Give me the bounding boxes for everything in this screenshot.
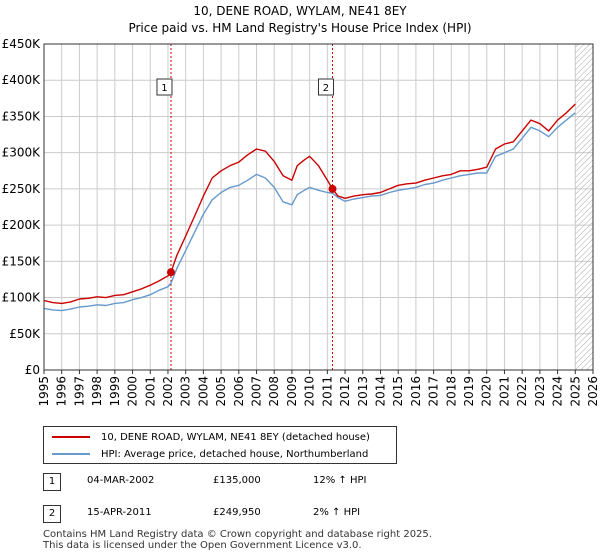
y-tick-label: £100K [2,291,42,305]
x-tick-label: 2004 [196,376,210,407]
legend-item-property: 10, DENE ROAD, WYLAM, NE41 8EY (detached… [52,429,370,445]
footer-line: This data is licensed under the Open Gov… [43,540,362,551]
y-tick-label: £50K [9,327,41,341]
y-tick-label: £0 [25,363,40,377]
x-tick-label: 2019 [462,376,476,407]
annotation-date: 15-APR-2011 [87,507,152,518]
x-tick-label: 2000 [126,376,140,407]
sale-marker-label: 2 [323,83,329,94]
y-tick-label: £200K [2,218,42,232]
legend-item-hpi: HPI: Average price, detached house, Nort… [52,446,368,462]
x-tick-label: 2015 [391,376,405,407]
x-tick-label: 2021 [497,376,511,407]
chart-area: 1 2 £0 £50K £100K £150K £200K £250K £300K £350K £… [2,37,600,407]
y-tick-label: £350K [2,109,42,123]
x-tick-label: 2010 [303,376,317,407]
x-tick-label: 2016 [409,376,423,407]
plot-border [43,43,594,371]
sale-marker-box [317,78,334,96]
sale-point [328,184,337,193]
annotation-badge: 1 [43,473,61,491]
footer: Contains HM Land Registry data © Crown c… [43,529,432,551]
chart-subtitle: Price paid vs. HM Land Registry's House … [128,21,472,35]
sale-marker-label: 1 [161,83,167,94]
legend-swatch-hpi [52,453,90,455]
legend-label-hpi: HPI: Average price, detached house, Nort… [101,448,369,460]
legend-label-property: 10, DENE ROAD, WYLAM, NE41 8EY (detached… [101,431,370,443]
x-tick-label: 2025 [568,376,582,407]
x-tick-label: 2026 [586,376,600,407]
x-tick-label: 2013 [356,376,370,407]
annotation-price: £135,000 [213,475,261,486]
x-tick-label: 2024 [551,376,565,407]
x-tick-label: 2011 [320,376,334,407]
x-tick-label: 2022 [515,376,529,407]
footer-line: Contains HM Land Registry data © Crown c… [43,529,432,540]
x-tick-label: 2020 [480,376,494,407]
x-tick-label: 2002 [161,376,175,407]
annotation-date: 04-MAR-2002 [87,475,155,486]
x-tick-label: 2008 [267,376,281,407]
property-price-line [43,103,576,305]
annotation-price: £249,950 [213,507,261,518]
y-tick-label: £300K [2,146,42,160]
legend-swatch-property [52,436,90,438]
x-tick-label: 1997 [72,376,86,407]
plot-background [44,44,593,370]
chart-title: 10, DENE ROAD, WYLAM, NE41 8EY [193,4,407,18]
annotation-row: 1 04-MAR-2002 £135,000 12% ↑ HPI [43,473,543,493]
legend: 10, DENE ROAD, WYLAM, NE41 8EY (detached… [43,426,397,464]
annotation-row: 2 15-APR-2011 £249,950 2% ↑ HPI [43,505,543,525]
x-tick-label: 2009 [285,376,299,407]
x-tick-label: 1998 [90,376,104,407]
x-tick-label: 2018 [444,376,458,407]
x-tick-label: 1999 [108,376,122,407]
annotation-badge: 2 [43,505,61,523]
annotation-hpi: 12% ↑ HPI [313,475,367,486]
y-tick-label: £400K [2,73,42,87]
x-tick-label: 1995 [37,376,51,407]
x-tick-label: 1996 [55,376,69,407]
sale-marker-box [156,78,173,96]
x-tick-label: 2014 [373,376,387,407]
x-tick-label: 2001 [143,376,157,407]
hpi-line [43,112,576,312]
x-tick-label: 2012 [338,376,352,407]
forecast-hatch [575,44,593,370]
x-tick-label: 2003 [179,376,193,407]
x-tick-label: 2017 [427,376,441,407]
y-tick-label: £450K [2,37,42,51]
sale-point [166,268,175,277]
x-tick-label: 2006 [232,376,246,407]
x-tick-label: 2023 [533,376,547,407]
annotation-hpi: 2% ↑ HPI [313,507,361,518]
y-tick-label: £150K [2,254,42,268]
x-tick-label: 2007 [250,376,264,407]
y-tick-label: £250K [2,182,42,196]
x-tick-label: 2005 [214,376,228,407]
